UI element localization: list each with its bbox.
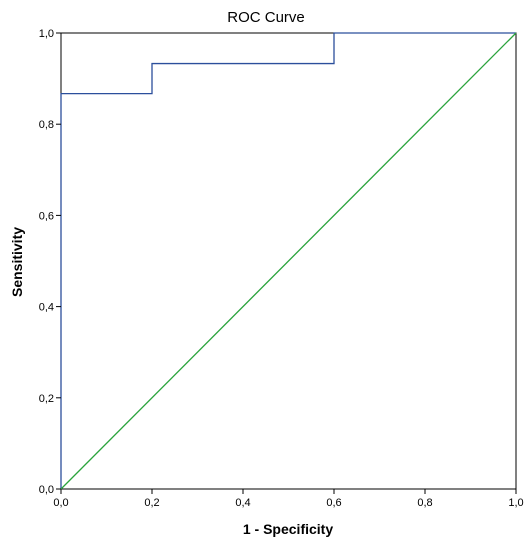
y-tick-label: 0,2: [39, 393, 54, 405]
x-tick-label: 1,0: [508, 497, 523, 509]
y-tick-label: 0,8: [39, 119, 54, 131]
x-tick-label: 0,6: [326, 497, 341, 509]
y-tick-label: 0,0: [39, 484, 54, 496]
y-tick-label: 0,4: [39, 302, 54, 314]
x-axis-title: 1 - Specificity: [243, 521, 333, 537]
x-tick-label: 0,8: [417, 497, 432, 509]
roc-curve-line: [60, 32, 516, 489]
ticks-layer: 0,0 0,2 0,4 0,6 0,8 1,0 0,0 0,2 0,4 0,6 0,8 1,0: [39, 28, 524, 509]
x-tick-label: 0,0: [53, 497, 68, 509]
y-tick-label: 0,6: [39, 210, 54, 222]
y-tick-label: 1,0: [39, 28, 54, 40]
chart-title: ROC Curve: [227, 9, 305, 26]
series-layer: [60, 32, 517, 490]
x-tick-label: 0,4: [235, 497, 250, 509]
reference-diagonal-line: [60, 32, 517, 490]
x-tick-label: 0,2: [144, 497, 159, 509]
y-axis-title: Sensitivity: [9, 227, 25, 297]
